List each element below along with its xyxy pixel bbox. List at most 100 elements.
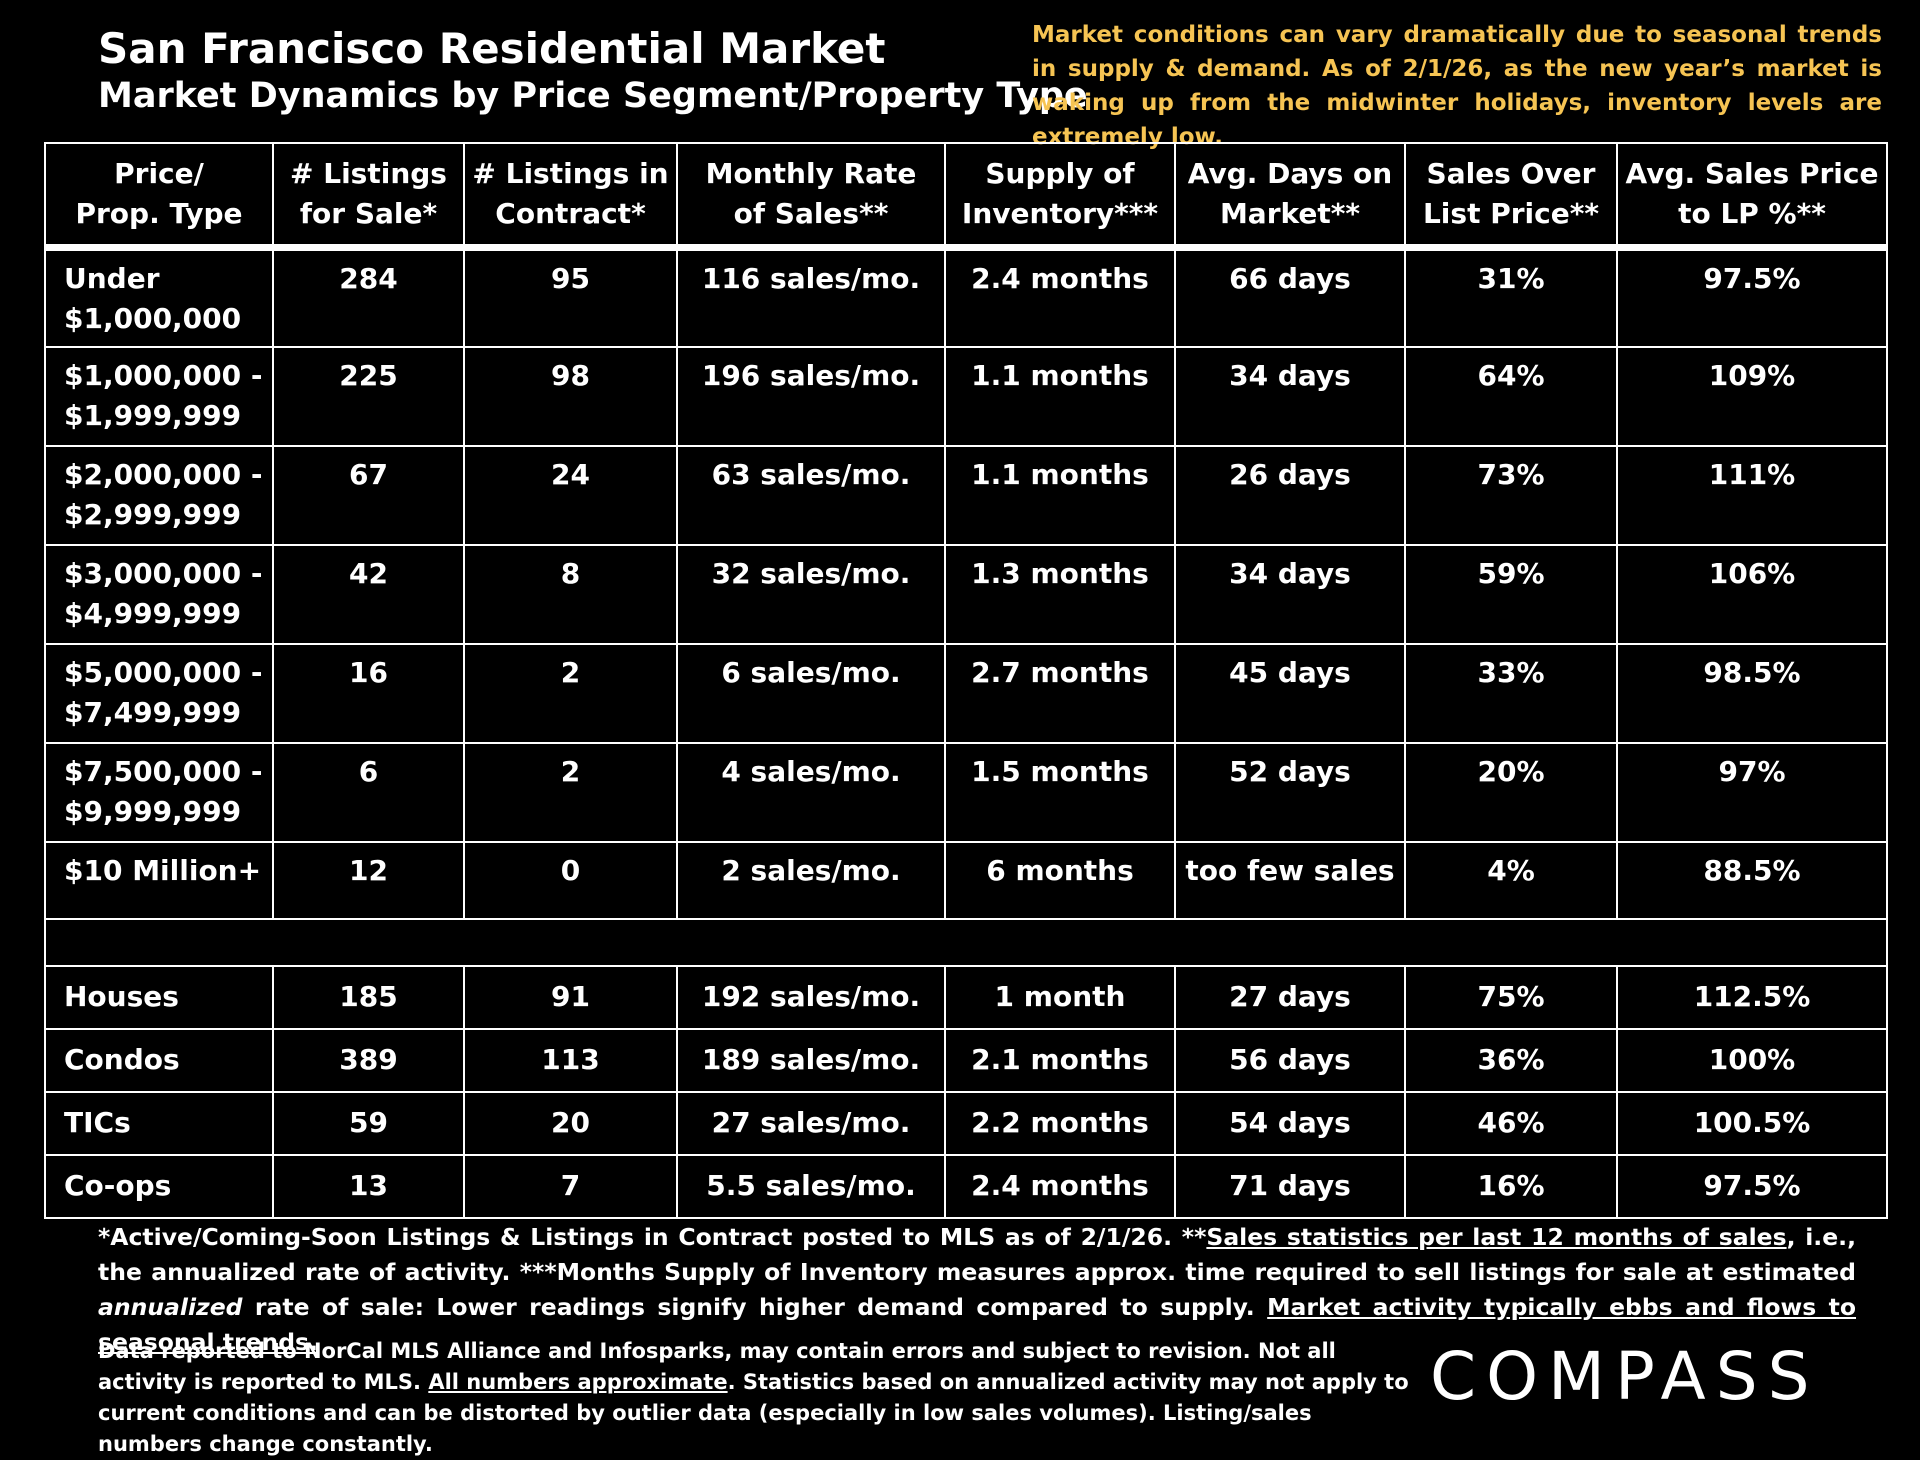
cell: 71 days xyxy=(1174,1153,1406,1219)
cell: 4 sales/mo. xyxy=(676,741,946,843)
cell: 24 xyxy=(463,444,678,546)
table-row: $1,000,000 - $1,999,999 225 98 196 sales/mo… xyxy=(44,345,1888,447)
cell: 6 sales/mo. xyxy=(676,642,946,744)
cell: 109% xyxy=(1616,345,1888,447)
text-segment: annualized xyxy=(98,1293,243,1321)
cell: 1.1 months xyxy=(944,345,1176,447)
cell: 2 sales/mo. xyxy=(676,840,946,920)
cell: 106% xyxy=(1616,543,1888,645)
text-segment: Sales statistics per last 12 months of s… xyxy=(1206,1223,1787,1251)
table-row: Houses 185 91 192 sales/mo. 1 month 27 days 75… xyxy=(44,964,1888,1030)
row-label: $10 Million+ xyxy=(44,840,274,920)
cell: 75% xyxy=(1404,964,1618,1030)
spacer-row xyxy=(44,917,1888,967)
cell: 284 xyxy=(272,246,465,348)
column-header: Sales Over List Price** xyxy=(1404,142,1618,251)
table-row: Condos 389 113 189 sales/mo. 2.1 months 56 da… xyxy=(44,1027,1888,1093)
cell: 98.5% xyxy=(1616,642,1888,744)
cell: 1 month xyxy=(944,964,1176,1030)
cell: 54 days xyxy=(1174,1090,1406,1156)
cell: 100% xyxy=(1616,1027,1888,1093)
cell: 6 xyxy=(272,741,465,843)
text-segment: , i.e., the annualized rate of activity.… xyxy=(98,1223,1857,1286)
header-row: Price/ Prop. Type # Listings for Sale* # L… xyxy=(44,142,1888,251)
cell: 20% xyxy=(1404,741,1618,843)
cell: 1.1 months xyxy=(944,444,1176,546)
title: San Francisco Residential Market xyxy=(98,24,886,73)
cell: 27 sales/mo. xyxy=(676,1090,946,1156)
table-row: Co-ops 13 7 5.5 sales/mo. 2.4 months 71 days 1… xyxy=(44,1153,1888,1219)
row-label: Condos xyxy=(44,1027,274,1093)
text-segment: Market activity typically ebbs and flows… xyxy=(98,1293,1857,1356)
cell: 389 xyxy=(272,1027,465,1093)
text-segment: All numbers approximate xyxy=(428,1370,728,1394)
cell: 2.7 months xyxy=(944,642,1176,744)
cell: 66 days xyxy=(1174,246,1406,348)
cell: 16% xyxy=(1404,1153,1618,1219)
cell: 8 xyxy=(463,543,678,645)
subtitle: Market Dynamics by Price Segment/Propert… xyxy=(98,76,1088,116)
column-header: Supply of Inventory*** xyxy=(944,142,1176,251)
column-header: Avg. Days on Market** xyxy=(1174,142,1406,251)
column-header: Monthly Rate of Sales** xyxy=(676,142,946,251)
cell: 2.1 months xyxy=(944,1027,1176,1093)
cell: 97.5% xyxy=(1616,246,1888,348)
row-label: TICs xyxy=(44,1090,274,1156)
cell: 192 sales/mo. xyxy=(676,964,946,1030)
cell: too few sales xyxy=(1174,840,1406,920)
cell: 63 sales/mo. xyxy=(676,444,946,546)
cell: 5.5 sales/mo. xyxy=(676,1153,946,1219)
cell: 26 days xyxy=(1174,444,1406,546)
text-segment: rate of sale: Lower readings signify hig… xyxy=(242,1293,1268,1321)
table-row: TICs 59 20 27 sales/mo. 2.2 months 54 days 46%… xyxy=(44,1090,1888,1156)
cell: 2.2 months xyxy=(944,1090,1176,1156)
logo: COMPASS xyxy=(1430,1338,1820,1415)
table-row: $2,000,000 - $2,999,999 67 24 63 sales/mo. 1… xyxy=(44,444,1888,546)
cell: 34 days xyxy=(1174,543,1406,645)
table-row: $3,000,000 - $4,999,999 42 8 32 sales/mo. 1.… xyxy=(44,543,1888,645)
cell: 91 xyxy=(463,964,678,1030)
cell: 34 days xyxy=(1174,345,1406,447)
row-label: $5,000,000 - $7,499,999 xyxy=(44,642,274,744)
cell: 111% xyxy=(1616,444,1888,546)
column-header: Avg. Sales Price to LP %** xyxy=(1616,142,1888,251)
text-segment: *Active/Coming-Soon Listings & Listings … xyxy=(98,1223,1207,1251)
cell: 59 xyxy=(272,1090,465,1156)
disclaimer: Data reported to NorCal MLS Alliance and… xyxy=(98,1336,1414,1460)
cell: 1.5 months xyxy=(944,741,1176,843)
row-label: $3,000,000 - $4,999,999 xyxy=(44,543,274,645)
cell: 59% xyxy=(1404,543,1618,645)
table-row: $7,500,000 - $9,999,999 6 2 4 sales/mo. 1.5 … xyxy=(44,741,1888,843)
cell: 31% xyxy=(1404,246,1618,348)
cell: 46% xyxy=(1404,1090,1618,1156)
cell: 6 months xyxy=(944,840,1176,920)
cell: 7 xyxy=(463,1153,678,1219)
cell: 52 days xyxy=(1174,741,1406,843)
cell: 189 sales/mo. xyxy=(676,1027,946,1093)
cell: 33% xyxy=(1404,642,1618,744)
cell: 16 xyxy=(272,642,465,744)
text-segment: Data reported to NorCal MLS Alliance and… xyxy=(98,1339,1336,1394)
cell: 45 days xyxy=(1174,642,1406,744)
cell: 73% xyxy=(1404,444,1618,546)
row-label: $1,000,000 - $1,999,999 xyxy=(44,345,274,447)
cell: 95 xyxy=(463,246,678,348)
cell: 98 xyxy=(463,345,678,447)
market-table: Price/ Prop. Type # Listings for Sale* # L… xyxy=(44,142,1888,1219)
row-label: Houses xyxy=(44,964,274,1030)
cell: 113 xyxy=(463,1027,678,1093)
market-note: Market conditions can vary dramatically … xyxy=(1032,22,1882,150)
cell: 97.5% xyxy=(1616,1153,1888,1219)
cell: 42 xyxy=(272,543,465,645)
footnotes: *Active/Coming-Soon Listings & Listings … xyxy=(98,1220,1856,1360)
column-header: Price/ Prop. Type xyxy=(44,142,274,251)
cell: 225 xyxy=(272,345,465,447)
cell: 12 xyxy=(272,840,465,920)
cell: 36% xyxy=(1404,1027,1618,1093)
cell: 0 xyxy=(463,840,678,920)
cell: 13 xyxy=(272,1153,465,1219)
cell: 56 days xyxy=(1174,1027,1406,1093)
column-header: # Listings for Sale* xyxy=(272,142,465,251)
cell: 185 xyxy=(272,964,465,1030)
